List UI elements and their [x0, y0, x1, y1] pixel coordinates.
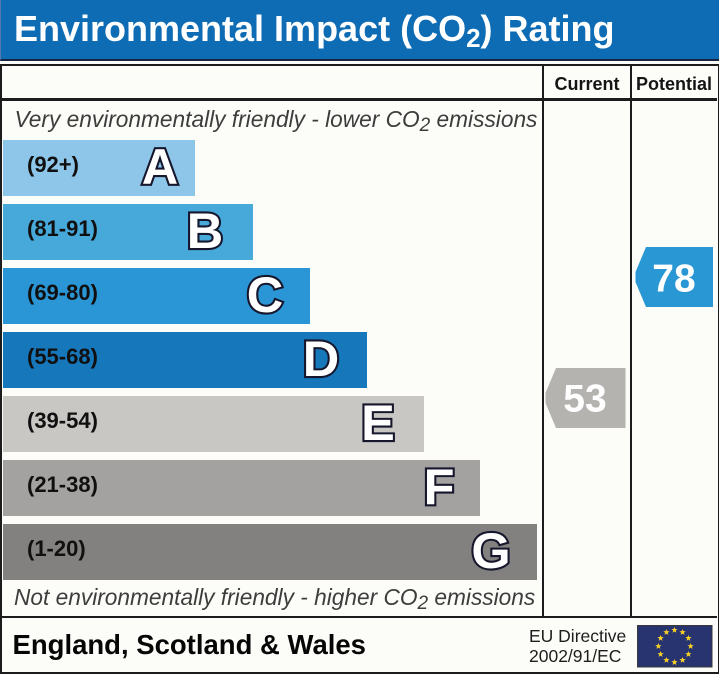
svg-text:G: G [471, 522, 510, 579]
svg-text:F: F [424, 458, 455, 515]
svg-text:53: 53 [563, 378, 606, 421]
svg-text:A: A [142, 138, 178, 195]
svg-text:D: D [303, 330, 339, 387]
svg-text:78: 78 [652, 258, 695, 301]
svg-text:B: B [187, 202, 223, 259]
svg-text:E: E [361, 394, 395, 451]
svg-text:C: C [247, 266, 283, 323]
